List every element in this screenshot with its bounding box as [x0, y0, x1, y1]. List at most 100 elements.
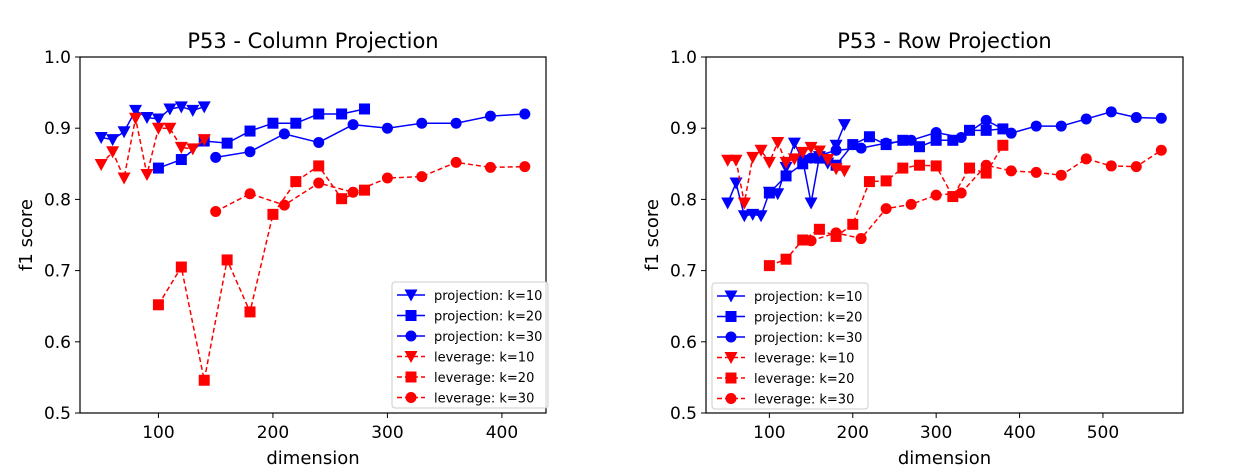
data-point	[290, 117, 302, 129]
x-axis-label: dimension	[898, 448, 991, 469]
x-tick-label: 300	[371, 423, 403, 443]
data-point	[980, 167, 992, 179]
data-point	[805, 152, 817, 164]
data-point	[964, 162, 976, 174]
chart-title: P53 - Row Projection	[837, 29, 1052, 53]
x-tick-label: 400	[1003, 423, 1035, 443]
legend-marker	[405, 371, 417, 383]
series-leverage-k-30	[805, 144, 1167, 247]
data-point	[313, 160, 325, 172]
legend-marker	[405, 330, 417, 342]
data-point	[880, 175, 892, 187]
data-point	[1030, 166, 1042, 178]
chart-2: P53 - Row Projection dimension f1 score 100…	[642, 29, 1184, 469]
legend-item: leverage: k=30	[717, 393, 854, 408]
x-tick-label: 200	[837, 423, 869, 443]
x-tick-label: 400	[486, 423, 518, 443]
series-leverage-k-20	[152, 160, 371, 386]
data-point	[754, 144, 768, 157]
data-point	[519, 161, 531, 173]
data-point	[737, 197, 751, 210]
data-point	[955, 131, 967, 143]
data-point	[837, 119, 851, 132]
data-point	[804, 141, 818, 154]
y-tick-label: 0.5	[44, 404, 71, 424]
data-point	[947, 191, 959, 203]
series-projection-k-20	[763, 123, 1009, 199]
data-point	[787, 153, 801, 166]
series-line	[727, 140, 845, 204]
data-point	[416, 117, 428, 129]
legend-label: projection: k=30	[754, 331, 862, 346]
data-point	[930, 134, 942, 146]
data-point	[198, 374, 210, 386]
data-point	[821, 154, 835, 167]
legend-marker	[724, 290, 738, 303]
data-point	[863, 176, 875, 188]
data-point	[763, 187, 775, 199]
data-point	[771, 136, 785, 149]
data-point	[1080, 113, 1092, 125]
data-point	[930, 160, 942, 172]
data-point	[804, 197, 818, 210]
data-point	[359, 184, 371, 196]
data-point	[729, 154, 743, 167]
data-point	[905, 198, 917, 210]
x-tick-label: 300	[920, 423, 952, 443]
data-point	[980, 124, 992, 136]
data-point	[1130, 161, 1142, 173]
data-point	[210, 151, 222, 163]
data-point	[244, 146, 256, 158]
legend: projection: k=10 projection: k=20 projecti…	[711, 282, 869, 410]
data-point	[197, 101, 211, 114]
data-point	[244, 125, 256, 137]
data-point	[278, 199, 290, 211]
data-point	[381, 172, 393, 184]
legend-label: leverage: k=30	[754, 393, 854, 408]
data-point	[450, 117, 462, 129]
data-point	[244, 188, 256, 200]
data-point	[519, 108, 531, 120]
data-point	[855, 142, 867, 154]
data-point	[787, 137, 801, 150]
data-point	[897, 134, 909, 146]
data-point	[830, 227, 842, 239]
data-point	[1105, 106, 1117, 118]
data-point	[797, 234, 809, 246]
y-tick-label: 0.7	[44, 262, 71, 282]
legend-label: projection: k=20	[434, 310, 542, 325]
data-point	[313, 108, 325, 120]
legend-marker	[724, 352, 738, 364]
series-line	[158, 108, 365, 169]
data-point	[796, 146, 810, 159]
series-line	[215, 161, 525, 213]
data-point	[746, 151, 760, 164]
data-point	[813, 152, 825, 164]
data-point	[336, 193, 348, 205]
data-point	[221, 137, 233, 149]
data-point	[763, 260, 775, 272]
y-tick-label: 0.8	[44, 190, 71, 210]
x-tick-label: 100	[142, 423, 174, 443]
legend-item: leverage: k=20	[397, 371, 534, 386]
legend-label: leverage: k=10	[754, 352, 854, 367]
y-tick-label: 0.6	[44, 333, 71, 353]
legend-item: leverage: k=10	[397, 351, 534, 366]
legend-marker	[404, 351, 418, 363]
data-point	[830, 144, 842, 156]
data-point	[140, 112, 154, 125]
series-projection-k-30	[210, 108, 531, 163]
data-point	[805, 235, 817, 247]
legend-box	[711, 282, 869, 410]
data-point	[779, 156, 793, 169]
legend-item: projection: k=10	[397, 289, 542, 304]
data-point	[930, 189, 942, 201]
data-point	[947, 134, 959, 146]
y-tick-label: 0.5	[670, 404, 697, 424]
data-point	[129, 112, 143, 125]
data-point	[1030, 120, 1042, 132]
y-tick-label: 0.8	[670, 190, 697, 210]
data-point	[267, 208, 279, 220]
y-tick-label: 0.9	[670, 119, 697, 139]
legend-label: leverage: k=20	[754, 372, 854, 387]
